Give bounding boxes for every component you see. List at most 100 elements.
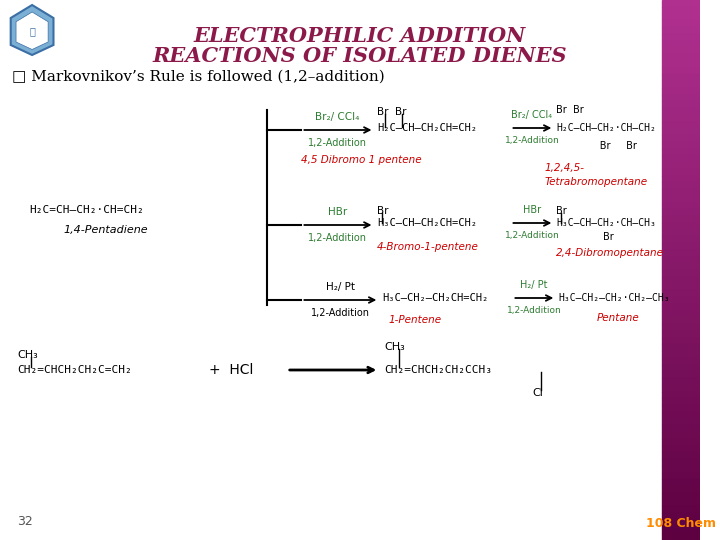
Text: 1-Pentene: 1-Pentene — [389, 315, 442, 325]
Bar — [662, 438, 700, 445]
Text: H₃C–CH₂–CH₂CH=CH₂: H₃C–CH₂–CH₂CH=CH₂ — [382, 293, 488, 303]
Text: 1,2,4,5-: 1,2,4,5- — [544, 163, 585, 173]
Text: □ Markovnikov’s Rule is followed (1,2–addition): □ Markovnikov’s Rule is followed (1,2–ad… — [12, 70, 384, 84]
Bar — [662, 209, 700, 216]
Text: 1,2-Addition: 1,2-Addition — [308, 233, 367, 243]
Bar — [662, 87, 700, 94]
Bar — [662, 351, 700, 357]
Text: Br: Br — [557, 206, 567, 216]
Bar — [662, 230, 700, 237]
Bar — [662, 249, 700, 256]
Bar — [662, 115, 700, 122]
Bar — [662, 60, 700, 68]
Polygon shape — [11, 5, 53, 55]
Bar — [662, 507, 700, 513]
Bar — [662, 364, 700, 372]
Text: CH₃: CH₃ — [384, 342, 405, 352]
Text: Br: Br — [603, 232, 613, 242]
Bar — [662, 465, 700, 472]
Text: 32: 32 — [17, 515, 33, 528]
Bar — [662, 297, 700, 303]
Bar — [662, 357, 700, 364]
Text: H₃C–CH–CH₂·CH–CH₃: H₃C–CH–CH₂·CH–CH₃ — [557, 218, 656, 228]
Bar — [662, 237, 700, 243]
Text: Br: Br — [377, 206, 389, 216]
Bar — [662, 94, 700, 102]
Bar — [662, 47, 700, 54]
Bar — [662, 418, 700, 426]
Bar — [662, 20, 700, 27]
Bar — [662, 216, 700, 222]
Bar — [662, 162, 700, 168]
Bar — [662, 189, 700, 195]
Bar — [662, 6, 700, 14]
Text: CH₂=CHCH₂CH₂C=CH₂: CH₂=CHCH₂CH₂C=CH₂ — [17, 365, 132, 375]
Bar — [662, 492, 700, 500]
Text: 🎓: 🎓 — [29, 26, 35, 36]
Bar — [662, 243, 700, 249]
Bar — [662, 81, 700, 87]
Text: H₂/ Pt: H₂/ Pt — [326, 282, 355, 292]
Bar — [662, 324, 700, 330]
Bar — [662, 156, 700, 162]
Text: 1,2-Addition: 1,2-Addition — [505, 231, 559, 240]
Text: CH₂=CHCH₂CH₂CCH₃: CH₂=CHCH₂CH₂CCH₃ — [384, 365, 492, 375]
Bar — [662, 526, 700, 534]
Text: H₂/ Pt: H₂/ Pt — [520, 280, 548, 290]
Bar — [662, 270, 700, 276]
Text: HBr: HBr — [523, 205, 541, 215]
Bar — [662, 276, 700, 284]
Bar — [662, 122, 700, 128]
Text: 2,4-Dibromopentane: 2,4-Dibromopentane — [557, 248, 665, 258]
Bar — [662, 399, 700, 405]
Bar — [662, 303, 700, 310]
Bar — [662, 338, 700, 345]
Text: H₂C–CH–CH₂·CH–CH₂: H₂C–CH–CH₂·CH–CH₂ — [557, 123, 656, 133]
Bar — [662, 183, 700, 189]
Bar — [662, 426, 700, 432]
Text: CH₃: CH₃ — [17, 350, 38, 360]
Text: Tetrabromopentane: Tetrabromopentane — [544, 177, 648, 187]
Bar — [662, 378, 700, 384]
Text: Br  Br: Br Br — [557, 105, 584, 115]
Bar — [662, 176, 700, 183]
Bar — [662, 284, 700, 291]
Text: 1,2-Addition: 1,2-Addition — [311, 308, 370, 318]
Bar — [662, 392, 700, 399]
Bar — [662, 27, 700, 33]
Text: 4,5 Dibromo 1 pentene: 4,5 Dibromo 1 pentene — [302, 155, 422, 165]
Bar — [662, 168, 700, 176]
Bar — [662, 141, 700, 149]
Bar — [662, 446, 700, 453]
Bar — [662, 513, 700, 519]
Text: Br₂/ CCl₄: Br₂/ CCl₄ — [315, 112, 359, 122]
Text: 1,2-Addition: 1,2-Addition — [505, 136, 559, 145]
Bar — [662, 68, 700, 74]
Bar — [662, 33, 700, 40]
Text: +  HCl: + HCl — [209, 363, 253, 377]
Bar — [662, 330, 700, 338]
Bar — [662, 480, 700, 486]
Bar — [662, 108, 700, 115]
Bar — [662, 459, 700, 465]
Text: Br     Br: Br Br — [557, 141, 637, 151]
Text: H₂C–CH–CH₂CH=CH₂: H₂C–CH–CH₂CH=CH₂ — [377, 123, 477, 133]
Bar — [662, 54, 700, 60]
Bar — [662, 102, 700, 108]
Bar — [662, 202, 700, 209]
Bar — [662, 291, 700, 297]
Bar — [662, 384, 700, 391]
Polygon shape — [16, 12, 48, 50]
Bar — [662, 486, 700, 492]
Text: Br₂/ CCl₄: Br₂/ CCl₄ — [511, 110, 552, 120]
Bar — [662, 500, 700, 507]
Bar — [662, 40, 700, 47]
Bar — [662, 472, 700, 480]
Bar — [662, 317, 700, 324]
Bar — [662, 263, 700, 270]
Bar — [662, 135, 700, 141]
Text: REACTIONS OF ISOLATED DIENES: REACTIONS OF ISOLATED DIENES — [153, 46, 567, 66]
Text: HBr: HBr — [328, 207, 347, 217]
Text: Cl: Cl — [533, 388, 544, 398]
Bar — [662, 222, 700, 230]
